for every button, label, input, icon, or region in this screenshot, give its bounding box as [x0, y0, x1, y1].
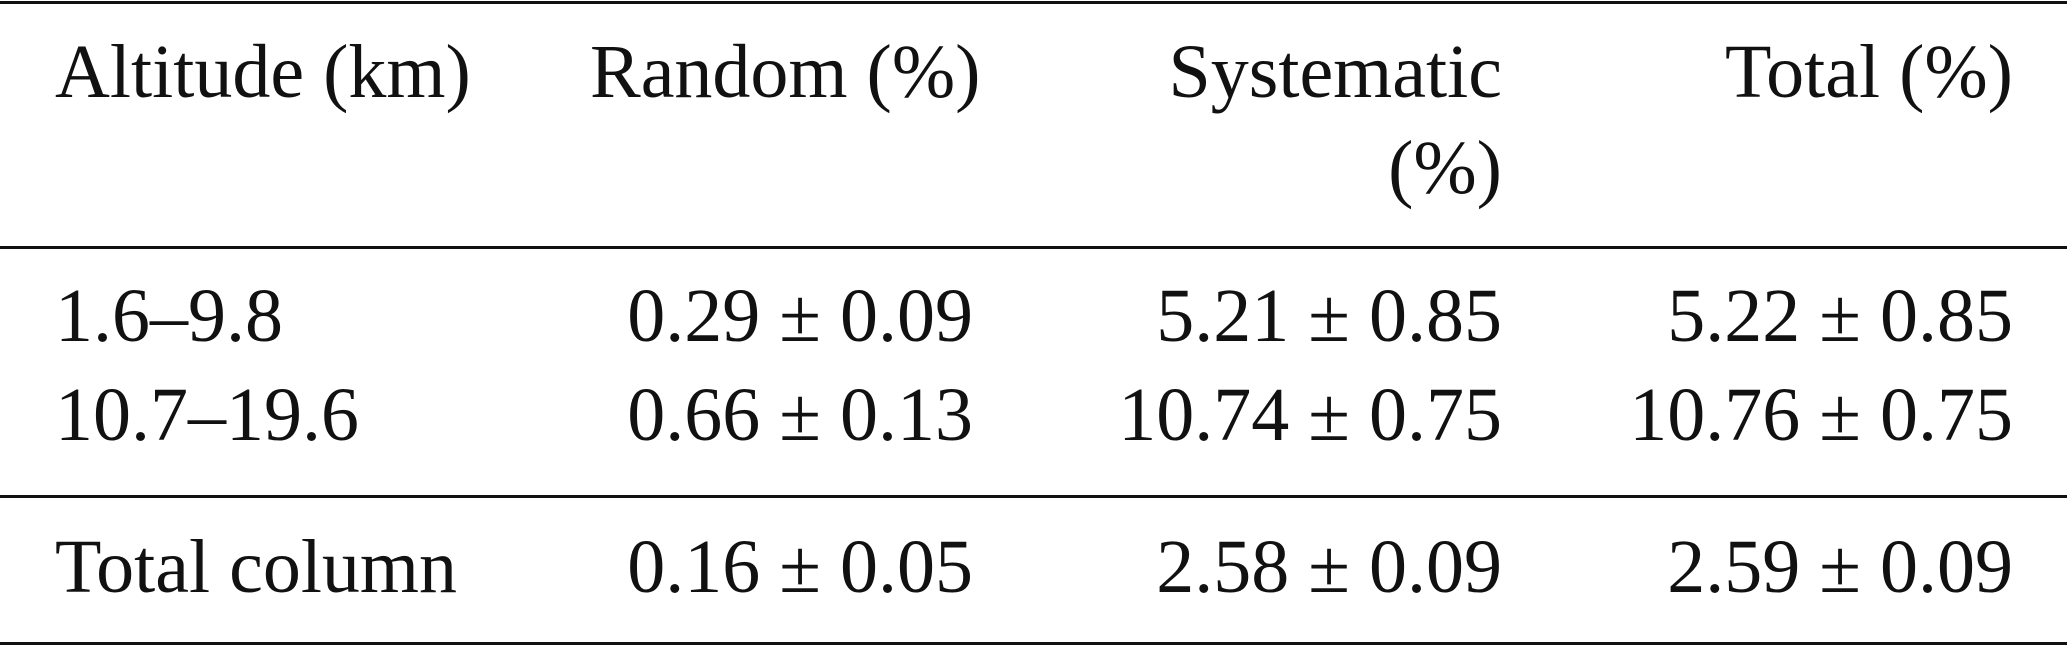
value-cell: 0.66 ± 0.13: [627, 373, 973, 457]
value-cell: 0.29 ± 0.09: [627, 274, 973, 358]
value-cell: 5.22 ± 0.85: [1667, 274, 2013, 358]
value-cell: 5.21 ± 0.85: [1156, 274, 1502, 358]
value-cell: 0.16 ± 0.05: [627, 525, 973, 609]
top-rule: [0, 1, 2067, 4]
header-cell: Systematic (%): [1168, 30, 1502, 210]
bottom-rule: [0, 642, 2067, 645]
value-cell: 10.76 ± 0.75: [1629, 373, 2013, 457]
mid-rule: [0, 495, 2067, 498]
header-cell: Total (%): [1724, 30, 2013, 114]
header-cell: Random (%): [590, 30, 981, 114]
row-label: Total column: [55, 525, 458, 609]
value-cell: 10.74 ± 0.75: [1118, 373, 1502, 457]
value-cell: 2.59 ± 0.09: [1667, 525, 2013, 609]
row-label: 10.7–19.6: [55, 373, 359, 457]
row-label: 1.6–9.8: [55, 274, 283, 358]
header-rule: [0, 246, 2067, 249]
header-cell: Altitude (km): [55, 30, 471, 114]
value-cell: 2.58 ± 0.09: [1156, 525, 1502, 609]
